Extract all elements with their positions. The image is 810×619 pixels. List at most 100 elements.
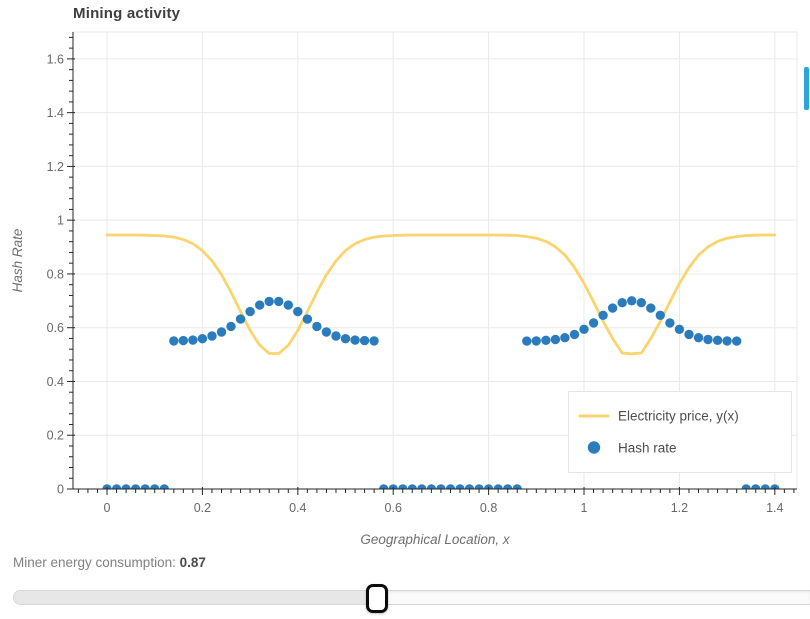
hash-rate-point	[636, 298, 646, 308]
hash-rate-point	[188, 335, 198, 345]
slider-title: Miner energy consumption: 0.87	[13, 555, 206, 570]
hash-rate-point	[388, 484, 398, 489]
hash-rate-point	[455, 484, 465, 489]
hash-rate-point	[226, 321, 236, 332]
electricity-price-line	[105, 233, 777, 356]
hash-rate-point	[340, 334, 351, 344]
y-tick-label: 1.2	[47, 160, 64, 174]
legend-circle-swatch	[587, 441, 601, 454]
hash-rate-point	[159, 484, 169, 489]
y-tick-label: 0.8	[47, 267, 64, 281]
x-tick-label: 0.2	[194, 501, 211, 515]
hash-rate-point	[235, 314, 246, 324]
hash-rate-point	[321, 327, 332, 337]
hash-rate-point	[607, 303, 618, 313]
hash-rate-point	[684, 329, 694, 340]
hash-rate-point	[474, 484, 484, 489]
data-layer	[102, 233, 780, 489]
slider-fill	[14, 591, 377, 604]
x-tick-label: 1.2	[671, 501, 688, 515]
hash-rate-point	[178, 335, 188, 346]
hash-rate-point	[569, 329, 580, 340]
hash-rate-point	[207, 331, 217, 341]
hash-rate-point	[264, 296, 274, 307]
hash-rate-point	[102, 484, 112, 489]
x-tick-label: 0.4	[289, 501, 306, 515]
hash-rate-point	[531, 336, 541, 346]
hash-rate-point	[541, 335, 551, 345]
y-tick-label: 1.6	[47, 52, 64, 66]
hash-rate-point	[598, 310, 608, 320]
x-tick-label: 0	[104, 501, 111, 515]
y-tick-label: 0	[57, 483, 64, 497]
y-tick-label: 0.2	[47, 429, 64, 443]
hash-rate-point	[445, 484, 456, 489]
hash-rate-point	[760, 484, 770, 489]
hash-rate-point	[770, 484, 780, 489]
hash-rate-point	[655, 310, 665, 320]
hash-rate-point	[369, 336, 379, 346]
hash-rate-point	[436, 484, 446, 489]
hash-rate-point	[293, 306, 303, 317]
hash-rate-point	[512, 484, 522, 489]
hash-rate-point	[550, 334, 561, 345]
hash-rate-point	[560, 333, 570, 343]
x-axis-title: Geographical Location, x	[360, 532, 511, 547]
hash-rate-point	[741, 484, 751, 489]
plot-canvas[interactable]: 0 0.2 0.4 0.6 0.8 1 1.2 1.4 0 0.2 0.4 0.6 0.8 1 1.2 1.4…	[0, 0, 810, 552]
y-tick-label: 1	[57, 214, 64, 228]
hash-rate-point	[617, 298, 627, 308]
hash-rate-point	[216, 327, 227, 337]
legend: Electricity price, y(x) Hash rate	[568, 391, 792, 473]
x-tick-label: 0.8	[480, 501, 497, 515]
slider-handle[interactable]	[366, 584, 388, 613]
hash-rate-point	[359, 335, 370, 346]
hash-rate-point	[169, 336, 179, 346]
hash-rate-point	[140, 484, 150, 489]
hash-rate-point	[245, 306, 255, 317]
hash-rate-point	[350, 335, 360, 345]
chart-title: Mining activity	[73, 5, 181, 22]
hash-rate-point	[722, 336, 732, 346]
hash-rate-point	[407, 484, 417, 489]
scrollbar-thumb[interactable]	[804, 67, 809, 110]
slider-label: Miner energy consumption:	[13, 555, 180, 570]
hash-rate-point	[302, 314, 313, 324]
y-tick-label: 0.6	[47, 321, 64, 335]
hash-rate-point	[588, 318, 599, 328]
legend-label-hash-rate: Hash rate	[618, 441, 677, 456]
hash-rate-point	[712, 335, 723, 345]
hash-rate-point	[379, 484, 389, 489]
hash-rate-point	[255, 300, 265, 310]
hash-rate-point	[732, 336, 742, 346]
y-tick-label: 1.4	[47, 106, 64, 120]
hash-rate-point	[130, 484, 141, 489]
hash-rate-point	[150, 484, 160, 489]
hash-rate-point	[121, 484, 131, 489]
hash-rate-point	[331, 331, 341, 341]
y-tick-label: 0.4	[47, 375, 64, 389]
hash-rate-point	[417, 484, 427, 489]
hash-rate-point	[274, 296, 284, 307]
hash-rate-point	[646, 303, 656, 313]
hash-rate-point	[197, 334, 208, 344]
hash-rate-point	[693, 333, 704, 343]
hash-rate-point	[426, 484, 437, 489]
slider-track[interactable]	[13, 584, 810, 613]
x-tick-label: 1.4	[766, 501, 783, 515]
hash-rate-point	[483, 484, 494, 489]
hash-rate-point	[493, 484, 503, 489]
slider-value: 0.87	[179, 555, 206, 570]
hash-rate-point	[751, 484, 761, 489]
hash-rate-point	[665, 318, 675, 328]
legend-box	[568, 391, 792, 473]
x-tick-label: 1	[581, 501, 588, 515]
hash-rate-point	[111, 484, 122, 489]
hash-rate-point	[703, 334, 713, 345]
hash-rate-point	[522, 336, 532, 346]
hash-rate-point	[398, 484, 408, 489]
legend-label-electricity-price: Electricity price, y(x)	[618, 409, 739, 424]
hash-rate-point	[579, 324, 589, 334]
y-axis-title: Hash Rate	[10, 229, 25, 293]
